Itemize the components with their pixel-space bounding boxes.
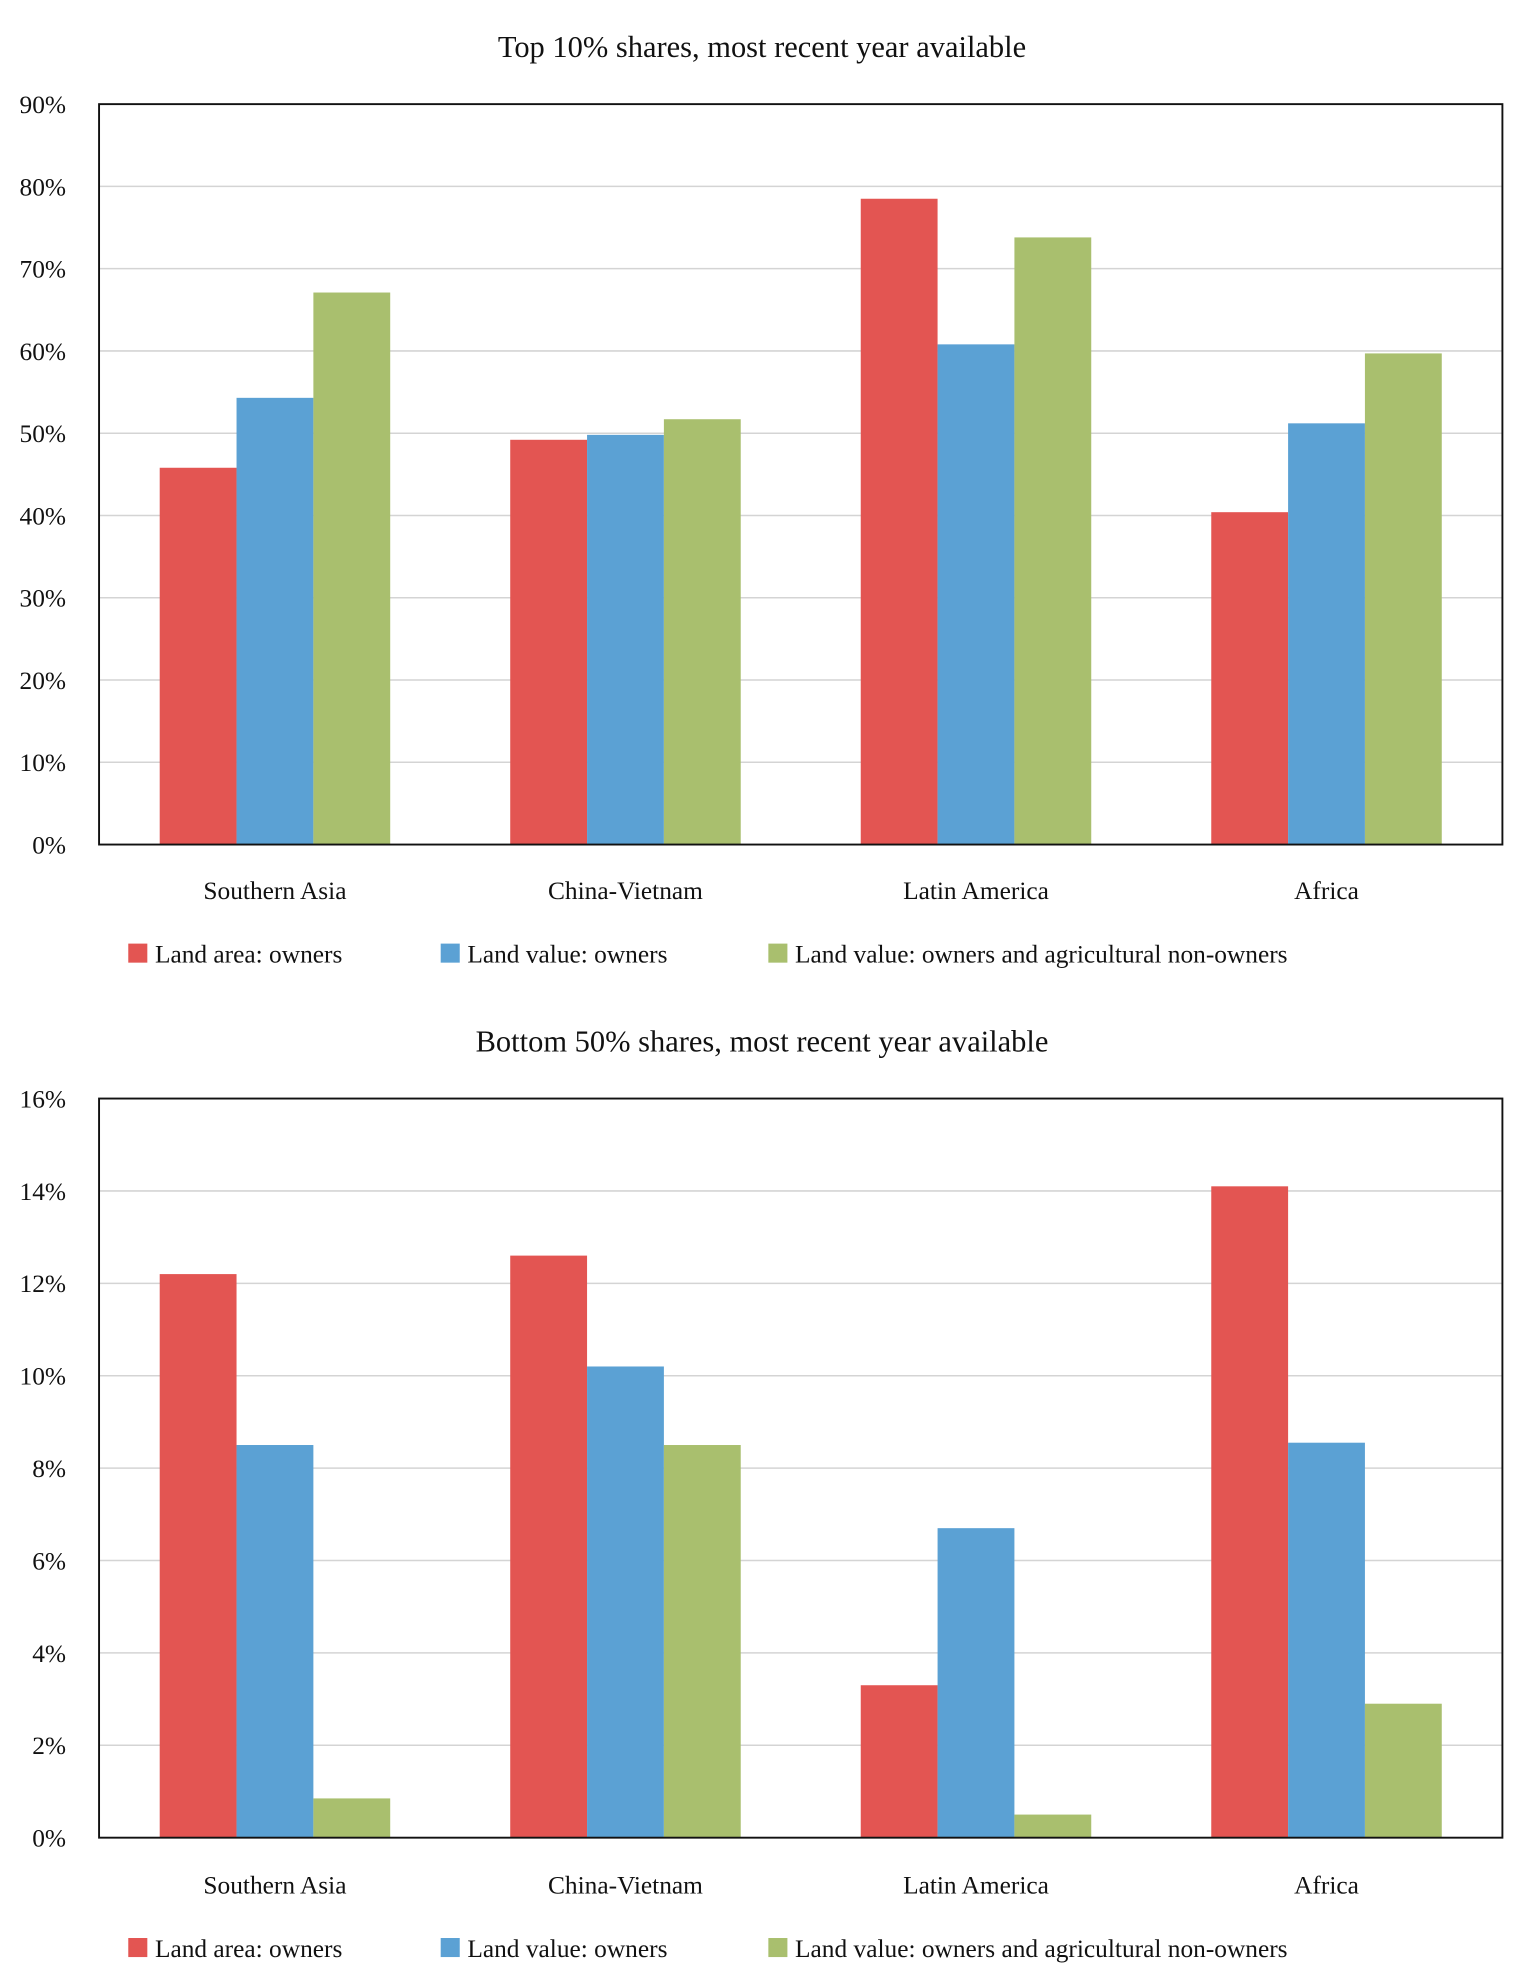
- bar-china-vietnam-series-1: [510, 439, 588, 845]
- legend-label: Land area: owners: [155, 941, 342, 969]
- y-tick-label: 30%: [20, 585, 67, 613]
- y-tick-label: 50%: [20, 420, 67, 448]
- bar-africa-series-1: [1211, 1186, 1289, 1838]
- y-tick-label: 20%: [20, 667, 67, 695]
- bar-china-vietnam-series-2: [587, 434, 664, 845]
- y-tick-label: 6%: [32, 1547, 66, 1575]
- y-tick-label: 8%: [32, 1455, 66, 1483]
- x-tick-label: China-Vietnam: [548, 1872, 703, 1900]
- plot-frame: [98, 103, 1504, 846]
- x-tick-label: China-Vietnam: [548, 877, 703, 905]
- legend-swatch: [768, 1938, 788, 1958]
- y-tick-label: 4%: [32, 1640, 66, 1668]
- bar-latin-america-series-1: [860, 1685, 938, 1838]
- x-tick-label: Africa: [1294, 877, 1359, 905]
- bar-latin-america-series-3: [1014, 1814, 1092, 1838]
- legend-label: Land value: owners: [467, 941, 667, 969]
- x-tick-label: Southern Asia: [203, 1872, 346, 1900]
- bar-southern-asia-series-1: [159, 1274, 237, 1838]
- bar-africa-series-2: [1288, 423, 1365, 845]
- bar-africa-series-3: [1364, 1703, 1442, 1838]
- bar-southern-asia-series-3: [313, 292, 391, 845]
- y-tick-label: 16%: [20, 1085, 67, 1113]
- bar-southern-asia-series-3: [313, 1798, 391, 1838]
- y-tick-label: 70%: [20, 256, 67, 284]
- bar-china-vietnam-series-3: [663, 419, 741, 845]
- legend-label: Land area: owners: [155, 1935, 342, 1963]
- chart-title: Top 10% shares, most recent year availab…: [498, 30, 1026, 64]
- bar-latin-america-series-2: [937, 344, 1015, 845]
- bar-latin-america-series-3: [1014, 237, 1092, 845]
- x-tick-label: Southern Asia: [203, 877, 346, 905]
- bar-latin-america-series-1: [860, 198, 938, 845]
- y-tick-label: 0%: [32, 1825, 66, 1853]
- legend-label: Land value: owners and agricultural non-…: [795, 1935, 1288, 1963]
- bar-africa-series-1: [1211, 512, 1289, 845]
- x-tick-label: Africa: [1294, 1872, 1359, 1900]
- y-tick-label: 60%: [20, 338, 67, 366]
- y-tick-label: 12%: [20, 1270, 67, 1298]
- legend-swatch: [768, 943, 788, 963]
- legend: Land area: owners Land value: owners Land …: [128, 941, 1288, 969]
- y-tick-label: 40%: [20, 502, 67, 530]
- chart-panel-2: Bottom 50% shares, most recent year avai…: [20, 1025, 1504, 1963]
- legend: Land area: owners Land value: owners Land …: [128, 1935, 1288, 1963]
- chart-panel-1: Top 10% shares, most recent year availab…: [20, 30, 1504, 969]
- plot-frame: [98, 1097, 1504, 1839]
- bar-southern-asia-series-1: [159, 467, 237, 845]
- x-tick-label: Latin America: [903, 877, 1049, 905]
- y-tick-label: 10%: [20, 1363, 67, 1391]
- bar-china-vietnam-series-3: [663, 1445, 741, 1838]
- legend-swatch: [128, 943, 148, 963]
- legend-label: Land value: owners and agricultural non-…: [795, 941, 1288, 969]
- bar-africa-series-3: [1364, 353, 1442, 845]
- legend-swatch: [440, 1938, 460, 1958]
- bar-china-vietnam-series-1: [510, 1255, 588, 1838]
- y-tick-label: 90%: [20, 91, 67, 119]
- y-tick-label: 14%: [20, 1178, 67, 1206]
- y-tick-label: 0%: [32, 831, 66, 859]
- bar-china-vietnam-series-2: [587, 1366, 664, 1838]
- y-tick-label: 2%: [32, 1732, 66, 1760]
- bar-southern-asia-series-2: [236, 397, 314, 845]
- bar-latin-america-series-2: [937, 1528, 1015, 1838]
- legend-label: Land value: owners: [467, 1935, 667, 1963]
- x-tick-label: Latin America: [903, 1872, 1049, 1900]
- bar-southern-asia-series-2: [236, 1445, 314, 1838]
- chart-title: Bottom 50% shares, most recent year avai…: [476, 1025, 1049, 1059]
- legend-swatch: [128, 1938, 148, 1958]
- legend-swatch: [440, 943, 460, 963]
- y-tick-label: 80%: [20, 173, 67, 201]
- bar-africa-series-2: [1288, 1442, 1365, 1838]
- y-tick-label: 10%: [20, 749, 67, 777]
